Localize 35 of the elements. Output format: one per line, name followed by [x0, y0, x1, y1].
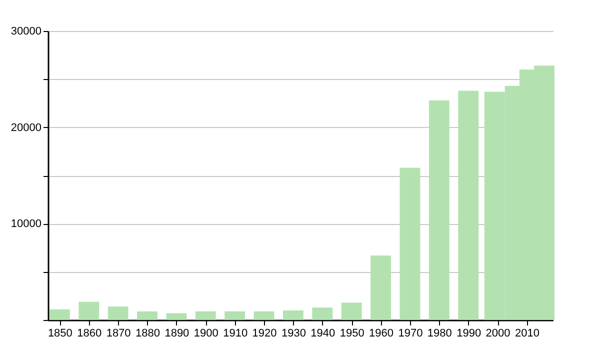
x-tick-label: 2010 [514, 328, 540, 340]
x-tick-label: 1990 [456, 328, 482, 340]
y-tick-label: 10000 [10, 218, 42, 230]
x-tick-label: 1890 [164, 328, 190, 340]
x-tick-label: 1880 [136, 328, 160, 340]
x-tick-label: 1910 [223, 328, 248, 340]
x-tick-label: 1870 [106, 328, 131, 340]
bar [458, 90, 479, 320]
bar [312, 307, 333, 320]
bar [400, 168, 420, 320]
bar [370, 255, 391, 320]
x-tick-label: 1860 [77, 328, 102, 340]
bar [49, 309, 70, 320]
bar [137, 311, 158, 320]
x-tick-label: 1850 [48, 328, 72, 340]
x-tick-label: 1950 [340, 328, 364, 340]
bar [254, 311, 274, 320]
bar [195, 311, 216, 320]
bar [341, 302, 362, 320]
x-tick-label: 1920 [252, 328, 277, 340]
bar [428, 100, 450, 320]
x-tick-label: 2000 [486, 328, 510, 340]
x-tick-label: 1940 [310, 328, 336, 340]
x-tick-label: 1900 [194, 328, 218, 340]
bar [78, 302, 100, 320]
y-tick-label: 20000 [10, 122, 42, 134]
x-tick-label: 1970 [398, 328, 423, 340]
x-tick-label: 1980 [427, 328, 452, 340]
bar [108, 306, 128, 320]
x-tick-label: 1960 [369, 328, 394, 340]
bar [166, 313, 187, 320]
y-tick-label: 30000 [10, 26, 42, 38]
bar [282, 310, 304, 320]
x-tick-label: 1930 [281, 328, 306, 340]
bar [224, 311, 246, 320]
